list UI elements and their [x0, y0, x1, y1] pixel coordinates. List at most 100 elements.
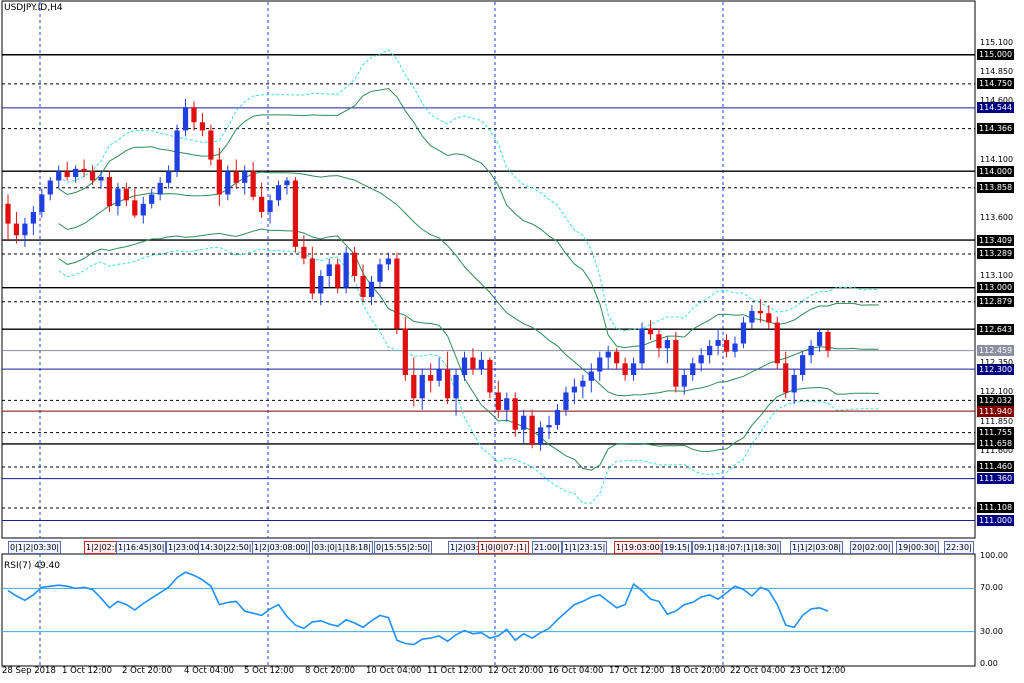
bear-candle[interactable] [191, 107, 197, 123]
bull-candle[interactable] [461, 357, 468, 375]
bull-candle[interactable] [707, 345, 713, 356]
event-marker[interactable]: 09:1|18:|07:|1|18:30| [692, 541, 782, 554]
event-marker[interactable]: 1|1|23:15| [562, 541, 608, 554]
bull-candle[interactable] [816, 331, 823, 346]
bull-candle[interactable] [436, 369, 442, 381]
bull-candle[interactable] [690, 363, 696, 375]
bull-candle[interactable] [664, 340, 671, 349]
bear-candle[interactable] [673, 340, 679, 387]
bear-candle[interactable] [123, 188, 129, 201]
bull-candle[interactable] [385, 258, 392, 265]
bull-candle[interactable] [740, 322, 747, 344]
bull-candle[interactable] [808, 345, 814, 356]
bear-candle[interactable] [411, 374, 417, 399]
bull-candle[interactable] [681, 374, 687, 387]
bear-candle[interactable] [208, 130, 214, 160]
event-marker[interactable]: 1|19:03:00| [614, 541, 665, 554]
bear-candle[interactable] [64, 171, 70, 178]
bull-candle[interactable] [157, 182, 163, 195]
bear-candle[interactable] [309, 258, 315, 294]
bull-candle[interactable] [800, 355, 806, 375]
bear-candle[interactable] [428, 374, 434, 381]
bull-candle[interactable] [267, 200, 273, 212]
event-marker[interactable]: 20|02:00| [850, 541, 893, 554]
bull-candle[interactable] [563, 392, 569, 410]
bull-candle[interactable] [639, 328, 645, 364]
bull-candle[interactable] [749, 310, 755, 323]
bull-candle[interactable] [453, 374, 459, 399]
bear-candle[interactable] [622, 363, 628, 375]
bull-candle[interactable] [478, 359, 485, 370]
bull-candle[interactable] [597, 357, 603, 372]
bull-candle[interactable] [73, 168, 79, 178]
event-marker[interactable]: 19|00:30| [896, 541, 939, 554]
bull-candle[interactable] [791, 374, 797, 393]
event-marker[interactable]: 22:30| [944, 541, 974, 554]
bear-candle[interactable] [444, 369, 451, 399]
bull-candle[interactable] [284, 180, 290, 186]
event-marker[interactable]: 03:|0|1|18:18| [312, 541, 373, 554]
event-marker[interactable]: 1|23:00| [166, 541, 204, 554]
bear-candle[interactable] [81, 168, 87, 172]
bull-candle[interactable] [504, 398, 510, 410]
bear-candle[interactable] [13, 223, 20, 236]
bear-candle[interactable] [351, 252, 358, 276]
bear-candle[interactable] [766, 313, 772, 323]
bear-candle[interactable] [258, 196, 265, 212]
bull-candle[interactable] [30, 211, 36, 224]
bear-candle[interactable] [199, 122, 206, 131]
bull-candle[interactable] [39, 194, 45, 212]
bear-candle[interactable] [470, 357, 476, 370]
bull-candle[interactable] [98, 177, 104, 181]
bull-candle[interactable] [554, 409, 561, 426]
bull-candle[interactable] [715, 340, 721, 346]
bull-candle[interactable] [588, 371, 594, 381]
event-marker[interactable]: 1|2|02:| [84, 541, 120, 554]
bear-candle[interactable] [132, 200, 138, 216]
bear-candle[interactable] [335, 264, 341, 288]
bear-candle[interactable] [487, 359, 493, 393]
event-marker[interactable]: 1|1|2|03:08| [790, 541, 844, 554]
bull-candle[interactable] [343, 252, 349, 288]
bull-candle[interactable] [318, 276, 324, 294]
bear-candle[interactable] [495, 392, 501, 410]
bull-candle[interactable] [225, 171, 231, 195]
bear-candle[interactable] [656, 334, 662, 349]
bear-candle[interactable] [394, 258, 400, 329]
bull-candle[interactable] [537, 427, 544, 445]
bull-candle[interactable] [419, 374, 425, 399]
bull-candle[interactable] [149, 194, 155, 204]
bear-candle[interactable] [250, 171, 256, 197]
bull-candle[interactable] [571, 386, 578, 393]
bull-candle[interactable] [56, 171, 62, 181]
event-marker[interactable]: 14:30|22:50| [198, 541, 254, 554]
bear-candle[interactable] [5, 203, 11, 224]
bull-candle[interactable] [521, 415, 527, 430]
bull-candle[interactable] [115, 188, 121, 207]
bear-candle[interactable] [292, 180, 299, 247]
bull-candle[interactable] [275, 185, 282, 201]
bull-candle[interactable] [242, 171, 248, 183]
bull-candle[interactable] [326, 264, 332, 276]
event-marker[interactable]: 0|1|2|03:30| [8, 541, 62, 554]
bull-candle[interactable] [368, 281, 375, 297]
bear-candle[interactable] [647, 328, 654, 335]
bull-candle[interactable] [47, 180, 53, 195]
bull-candle[interactable] [174, 130, 180, 172]
bear-candle[interactable] [529, 415, 535, 445]
bear-candle[interactable] [723, 340, 730, 352]
bull-candle[interactable] [630, 363, 637, 375]
event-marker[interactable]: 1|16:45|30| [116, 541, 167, 554]
bull-candle[interactable] [22, 223, 28, 236]
bear-candle[interactable] [301, 246, 307, 259]
bear-candle[interactable] [216, 159, 222, 195]
bear-candle[interactable] [825, 331, 831, 351]
bear-candle[interactable] [774, 322, 780, 364]
bull-candle[interactable] [546, 425, 552, 428]
bull-candle[interactable] [165, 171, 172, 183]
bull-candle[interactable] [605, 351, 611, 358]
bear-candle[interactable] [360, 276, 366, 297]
bear-candle[interactable] [233, 171, 239, 183]
bear-candle[interactable] [106, 177, 113, 207]
